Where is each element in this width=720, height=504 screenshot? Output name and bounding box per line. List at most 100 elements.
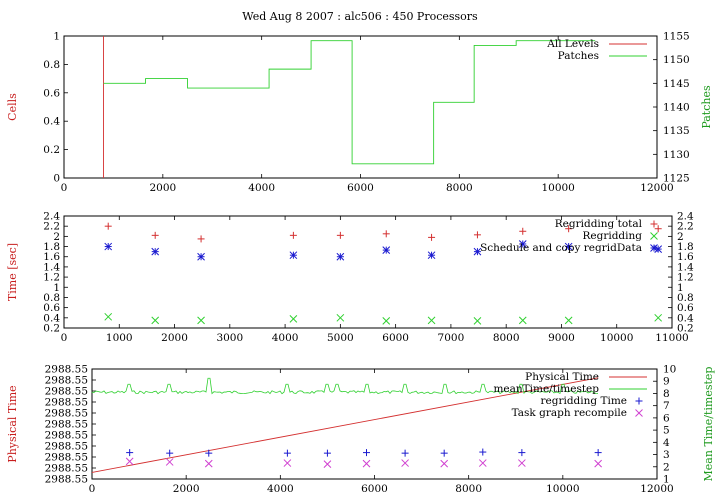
y-tick-label: 2988.55 xyxy=(45,430,88,442)
series-1-point-stroke xyxy=(473,317,482,325)
y-tick-label: 0.8 xyxy=(43,292,60,304)
series-2-point-stroke xyxy=(427,251,436,260)
y-tick-label: 2988.55 xyxy=(45,375,88,387)
y-tick-label-right: 1.4 xyxy=(677,261,694,273)
series-3-point-stroke xyxy=(401,459,409,467)
series-3-point xyxy=(125,457,134,466)
series-2-point xyxy=(289,251,298,260)
series-step-1 xyxy=(103,40,596,165)
series-2-point-stroke xyxy=(382,246,391,254)
legend-label-1: meanTime/timestep xyxy=(493,383,599,395)
legend-marker-0 xyxy=(650,220,658,228)
series-0-point xyxy=(382,230,390,238)
y-tick-label-right: 1.2 xyxy=(677,272,694,284)
y-tick-label-right: 2 xyxy=(677,231,684,243)
series-3-point-stroke xyxy=(518,459,526,467)
series-3-point xyxy=(401,459,409,467)
x-tick-label: 10000 xyxy=(546,483,579,495)
x-tick-label: 2000 xyxy=(149,182,176,194)
series-1-point-stroke xyxy=(151,316,160,325)
series-2-point xyxy=(336,252,345,261)
y2-tick-label: 1140 xyxy=(663,102,690,114)
x-tick-label: 12000 xyxy=(640,182,673,194)
x-tick-label: 12000 xyxy=(640,483,673,495)
legend-label-3: Task graph recompile xyxy=(512,407,627,419)
y2-tick-label: 8 xyxy=(663,388,670,400)
series-3-point xyxy=(165,458,174,466)
x-tick-label: 3000 xyxy=(216,332,243,344)
y-tick-label: 2988.55 xyxy=(45,408,88,420)
legend-marker-1 xyxy=(650,232,658,240)
series-2-point-stroke xyxy=(518,240,527,248)
series-3-point xyxy=(518,459,526,467)
x-tick-label: 0 xyxy=(61,182,68,194)
series-0-point xyxy=(104,222,112,230)
series-3-point-stroke xyxy=(594,459,602,468)
series-1-point-stroke xyxy=(104,312,113,321)
x-tick-label: 4000 xyxy=(248,182,275,194)
series-1-point xyxy=(289,314,298,323)
series-1-point-stroke xyxy=(654,313,663,322)
y-tick-label: 0 xyxy=(53,173,60,185)
y2-tick-label: 1130 xyxy=(663,149,690,161)
series-0-point xyxy=(336,231,344,239)
x-tick-label: 2000 xyxy=(173,483,200,495)
y-tick-label-right: 1.8 xyxy=(677,241,694,253)
series-1-point xyxy=(151,316,160,325)
y2-tick-label: 6 xyxy=(663,412,670,424)
series-1-point-stroke xyxy=(197,316,205,325)
y-tick-label: 2988.55 xyxy=(45,419,88,431)
series-1-point-stroke xyxy=(382,317,391,325)
x-tick-label: 8000 xyxy=(446,182,473,194)
x-tick-label: 11000 xyxy=(655,332,688,344)
legend-marker-3-stroke xyxy=(635,409,643,417)
x-tick-label: 6000 xyxy=(382,332,409,344)
series-1-point xyxy=(336,313,345,322)
y2-tick-label: 1 xyxy=(663,474,670,486)
series-1-point xyxy=(382,317,391,325)
series-2-point xyxy=(440,449,448,457)
y-tick-label-right: 2.4 xyxy=(677,211,694,223)
series-2-point xyxy=(166,449,174,457)
series-2-point xyxy=(323,449,331,457)
series-0-point xyxy=(151,231,159,239)
y2-tick-label: 7 xyxy=(663,400,670,412)
y-tick-label: 1.4 xyxy=(43,261,60,273)
series-3-point-stroke xyxy=(323,460,332,469)
series-2-point xyxy=(362,449,370,457)
series-3-point-stroke xyxy=(125,457,134,466)
series-3-point-stroke xyxy=(478,459,487,467)
series-3-point xyxy=(594,459,602,468)
y2-tick-label: 5 xyxy=(663,425,670,437)
x-tick-label: 4000 xyxy=(272,332,299,344)
series-0-point xyxy=(428,233,436,241)
series-0-point xyxy=(654,225,662,233)
legend-label-1: Regridding xyxy=(582,230,642,242)
legend-label-0: All Levels xyxy=(546,38,599,50)
y-tick-label: 2 xyxy=(53,231,60,243)
series-3-point xyxy=(283,459,292,467)
series-3-point xyxy=(362,459,371,468)
legend-label-2: regridding Time xyxy=(541,395,628,407)
series-1-point xyxy=(104,312,113,321)
series-1-point xyxy=(654,313,663,322)
x-tick-label: 7000 xyxy=(438,332,465,344)
y2-axis-label: Patches xyxy=(700,85,713,129)
series-1-point-stroke xyxy=(518,316,527,325)
x-tick-label: 10000 xyxy=(541,182,574,194)
y2-tick-label: 1150 xyxy=(663,54,690,66)
legend-marker-2-stroke xyxy=(650,244,658,252)
series-3-point xyxy=(440,459,449,468)
series-2-point-stroke xyxy=(197,252,205,261)
x-tick-label: 6000 xyxy=(361,483,388,495)
series-2-point xyxy=(205,449,213,457)
x-tick-label: 4000 xyxy=(267,483,294,495)
legend-label-0: Regridding total xyxy=(555,218,643,230)
legend-label-1: Patches xyxy=(558,50,599,62)
y2-tick-label: 10 xyxy=(663,364,676,376)
y-tick-label-right: 0.4 xyxy=(677,312,694,324)
y-tick-label: 0.2 xyxy=(43,144,60,156)
panel-physical-time: 0 2000 4000 6000 8000 10000 120002988.552988.5… xyxy=(6,364,715,496)
y-tick-label: 2988.55 xyxy=(45,386,88,398)
